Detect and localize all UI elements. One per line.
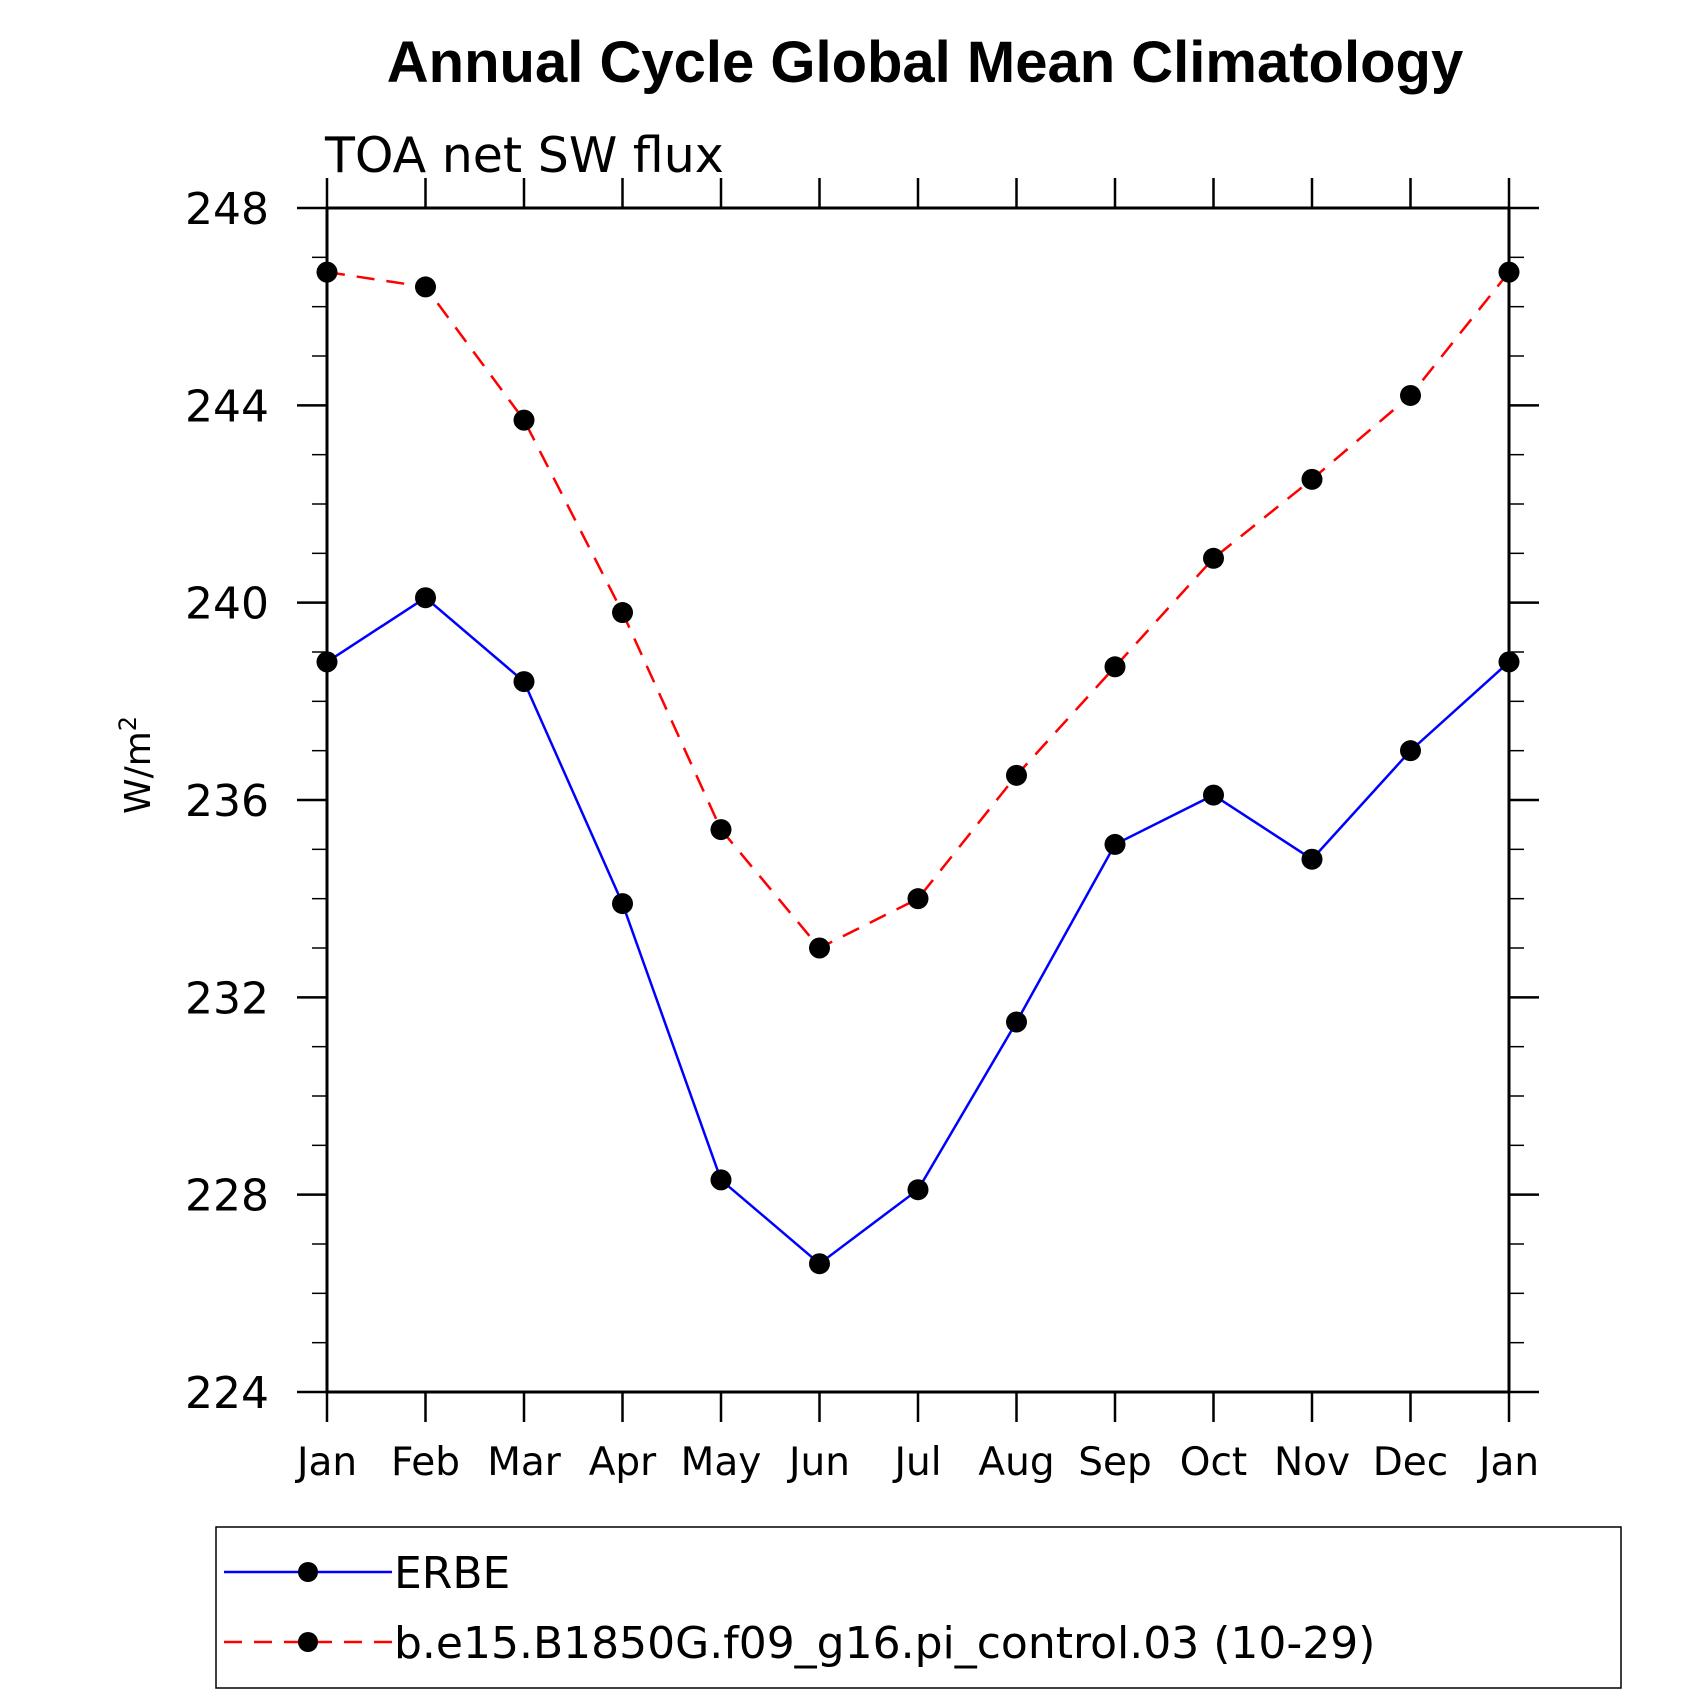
legend-marker-erbe xyxy=(298,1562,318,1582)
data-point-series-0 xyxy=(513,671,535,693)
x-tick-label: Apr xyxy=(589,1440,657,1485)
data-point-series-0 xyxy=(710,1169,732,1191)
x-tick-label: Dec xyxy=(1373,1440,1448,1485)
legend-label-erbe: ERBE xyxy=(394,1548,510,1599)
x-tick-label: Jan xyxy=(294,1440,357,1485)
data-point-series-1 xyxy=(513,409,535,431)
data-point-series-0 xyxy=(1400,740,1421,762)
legend: ERBE b.e15.B1850G.f09_g16.pi_control.03 … xyxy=(215,1526,1622,1689)
y-axis-label-superscript: 2 xyxy=(114,716,142,731)
x-tick-label: May xyxy=(681,1440,762,1485)
plot-frame xyxy=(325,206,1511,1394)
chart-subtitle: TOA net SW flux xyxy=(324,127,724,184)
svg-text:W/m2: W/m2 xyxy=(114,716,159,814)
data-point-series-1 xyxy=(1203,547,1224,569)
x-tick-labels: Jan Feb Mar Apr May Jun Jul Aug Sep Oct Nov Dec Jan xyxy=(294,1440,1539,1485)
legend-marker-model xyxy=(298,1632,318,1652)
y-tick-label: 240 xyxy=(185,579,269,630)
axis-ticks xyxy=(297,178,1539,1422)
y-tick-label: 232 xyxy=(185,973,269,1024)
series-layer xyxy=(316,261,1520,1275)
y-tick-label: 236 xyxy=(185,776,269,827)
y-tick-label: 224 xyxy=(185,1368,269,1419)
data-point-series-0 xyxy=(809,1253,830,1275)
legend-label-model: b.e15.B1850G.f09_g16.pi_control.03 (10-2… xyxy=(394,1618,1375,1669)
y-axis-label-text: W/m xyxy=(118,731,159,814)
data-point-series-0 xyxy=(1203,784,1224,806)
data-point-series-0 xyxy=(1104,833,1126,855)
series-line-1 xyxy=(326,270,1510,950)
x-tick-label: Aug xyxy=(978,1440,1054,1485)
data-point-series-0 xyxy=(612,893,633,915)
legend-box xyxy=(215,1526,1622,1689)
data-point-series-1 xyxy=(1104,656,1126,678)
x-tick-label: Jan xyxy=(1476,1440,1539,1485)
y-tick-label: 228 xyxy=(185,1171,269,1222)
data-point-series-1 xyxy=(1301,468,1323,490)
x-tick-label: Jun xyxy=(786,1440,850,1485)
data-point-series-1 xyxy=(907,888,929,910)
y-tick-labels: 224 228 232 236 240 244 248 xyxy=(185,184,269,1419)
y-tick-label: 248 xyxy=(185,184,269,235)
data-point-series-1 xyxy=(415,276,436,298)
data-point-series-1 xyxy=(710,819,732,841)
chart-title: Annual Cycle Global Mean Climatology xyxy=(387,30,1463,95)
data-point-series-1 xyxy=(612,602,633,624)
data-point-series-0 xyxy=(415,587,436,609)
data-point-series-0 xyxy=(1301,848,1323,870)
data-point-series-1 xyxy=(809,937,830,959)
data-point-series-0 xyxy=(1006,1011,1027,1033)
x-tick-label: Nov xyxy=(1274,1440,1350,1485)
x-tick-label: Feb xyxy=(391,1440,460,1485)
y-axis-label: W/m2 xyxy=(114,716,159,814)
x-tick-label: Mar xyxy=(487,1440,562,1485)
x-tick-label: Oct xyxy=(1180,1440,1247,1485)
data-point-series-1 xyxy=(1006,764,1027,786)
x-tick-label: Sep xyxy=(1078,1440,1152,1485)
data-point-series-1 xyxy=(1400,384,1421,406)
x-tick-label: Jul xyxy=(891,1440,941,1485)
series-line-0 xyxy=(326,596,1510,1266)
data-point-series-0 xyxy=(907,1179,929,1201)
y-tick-label: 244 xyxy=(185,381,269,432)
